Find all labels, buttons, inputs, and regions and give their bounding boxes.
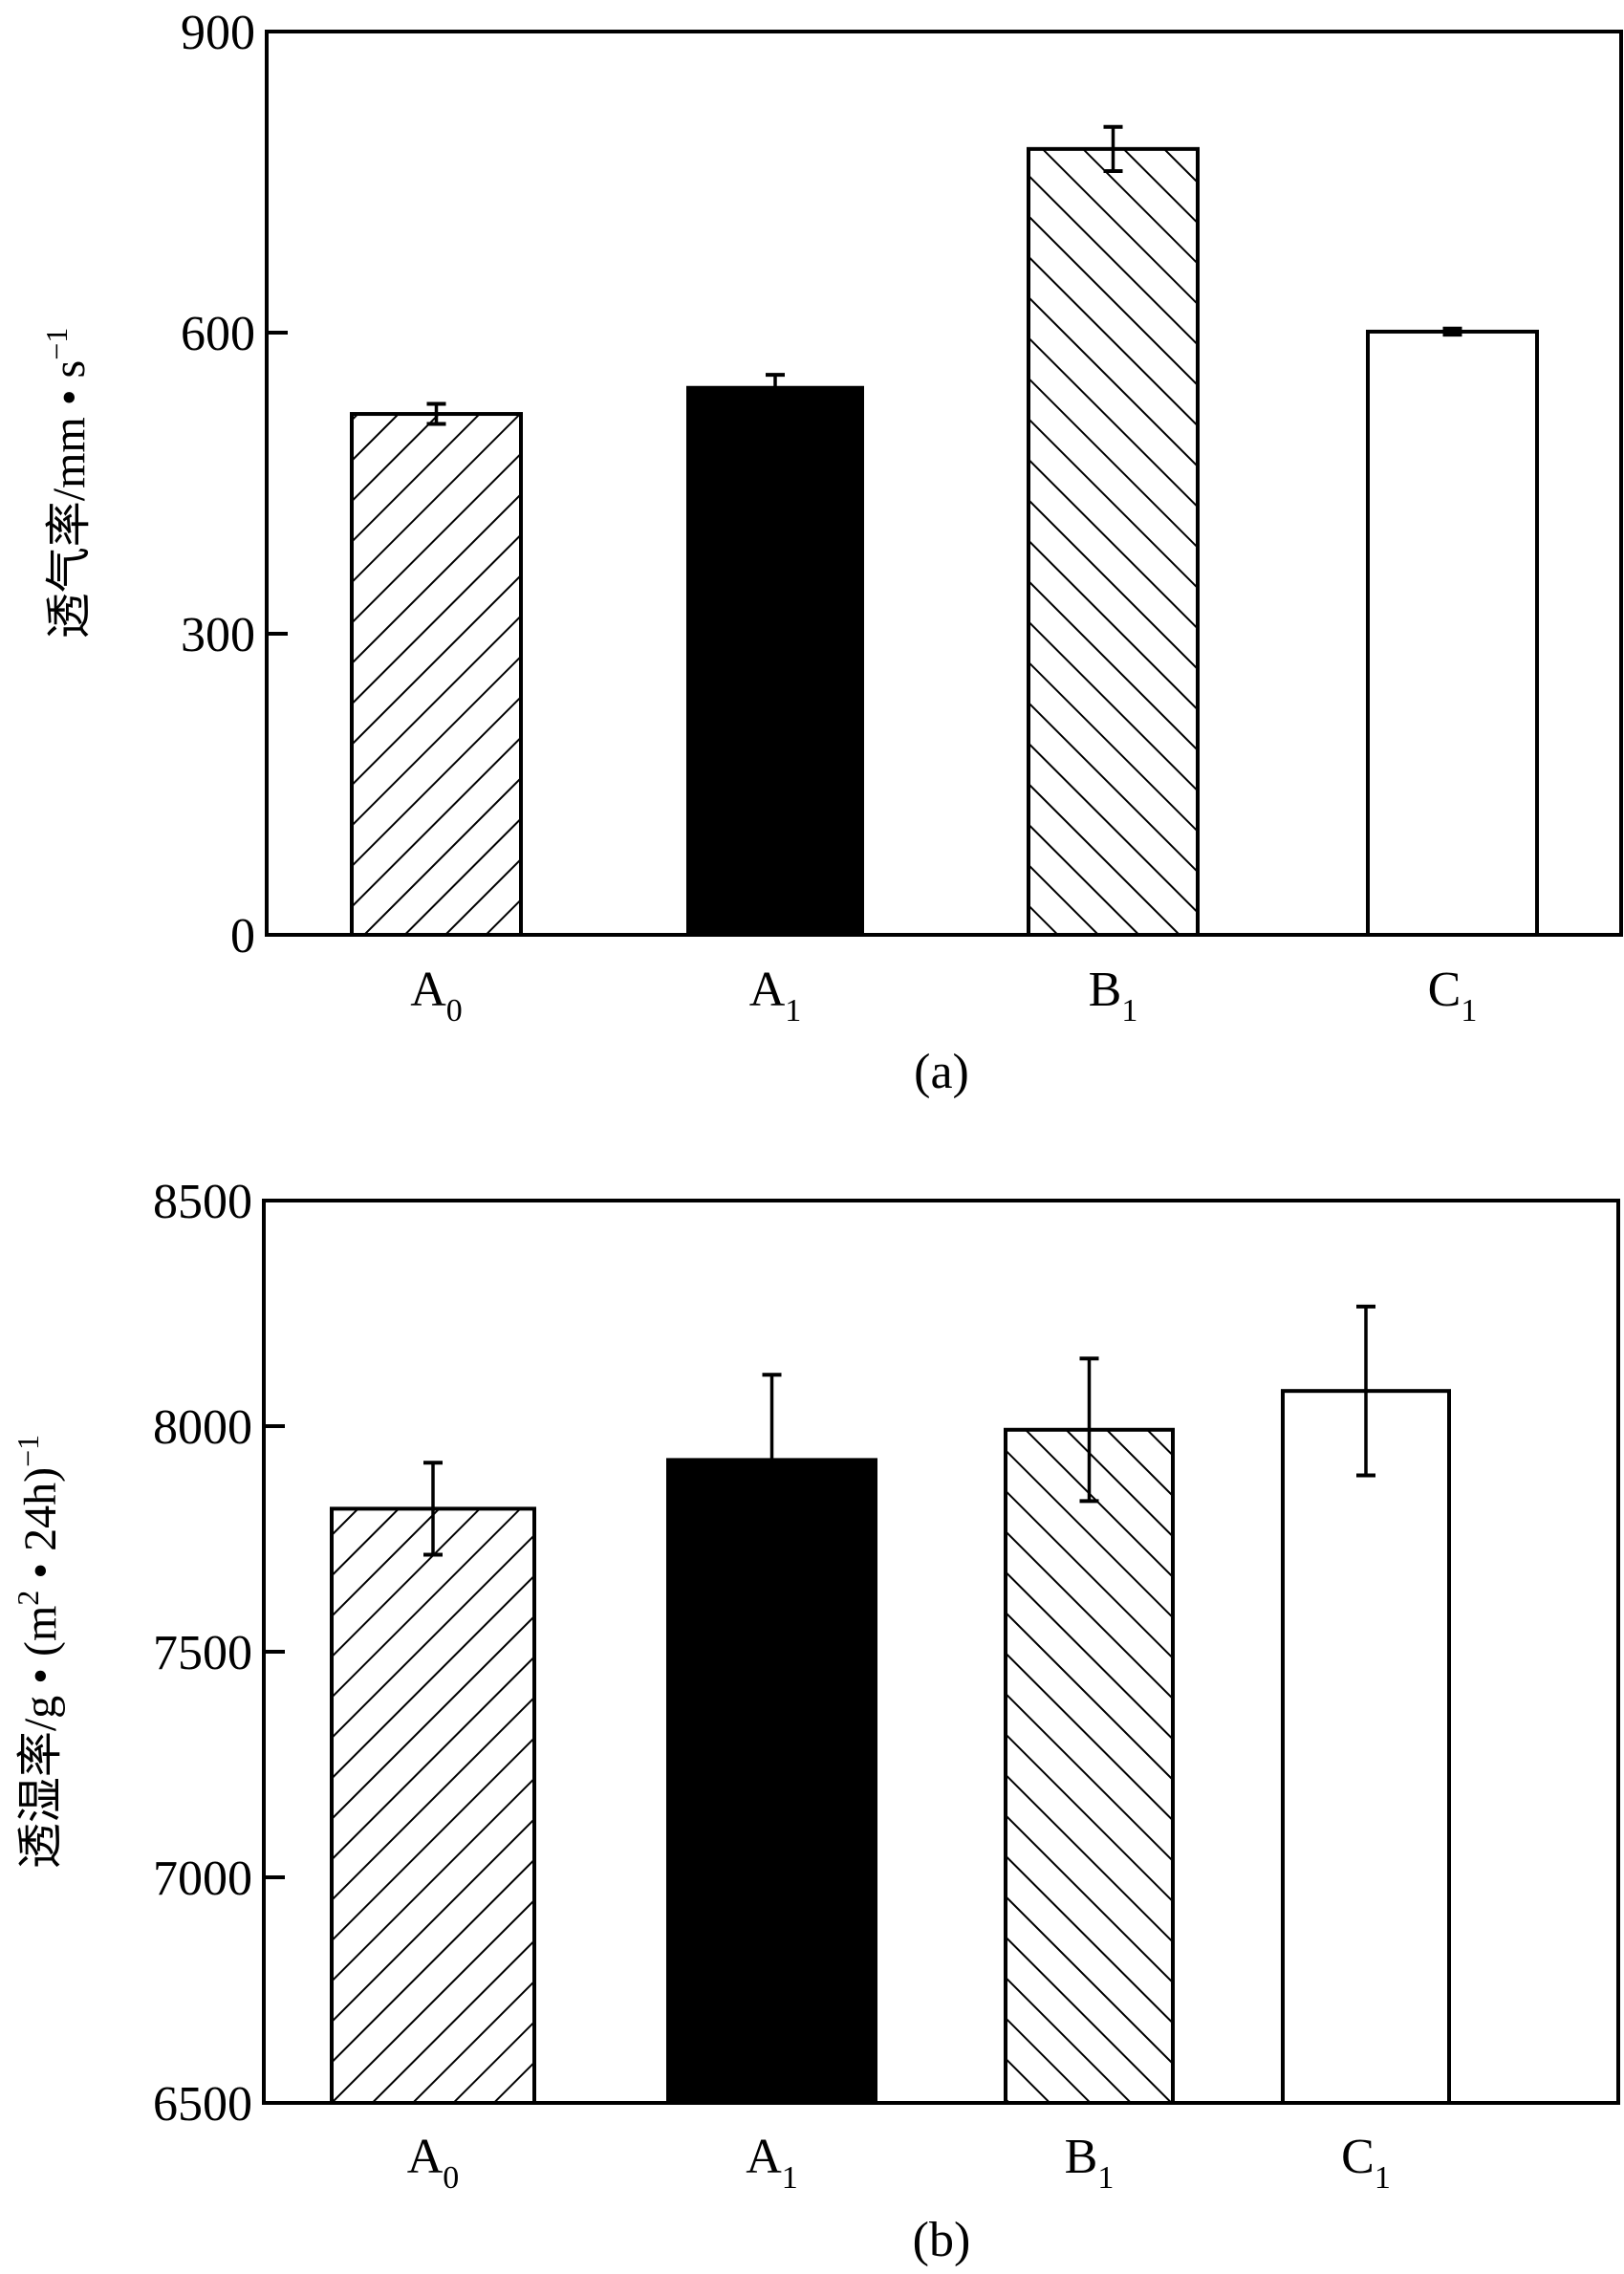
x-tick-label-b1: B1 [1089,963,1138,1029]
x-tick-label-a1: A1 [746,2130,798,2196]
plot-frame-a [265,30,1623,937]
bar-a0 [350,412,523,937]
bar-b1 [1004,1427,1175,2105]
error-bar-b1 [1079,1356,1099,1504]
y-tick-label: 600 [181,307,255,361]
y-axis-title-main: 透气率/mm • s [44,360,95,639]
x-categories-b: A0 A1 B1 C1 [407,2130,1391,2196]
y-tick-label: 6500 [153,2077,252,2132]
x-tick-label-c1: C1 [1428,963,1478,1029]
bar-a1 [686,385,864,937]
bar-a1 [666,1458,877,2105]
error-bars-b [423,1304,1375,1557]
panel-label-b: (b) [913,2213,971,2267]
y-tick-label: 7500 [153,1626,252,1680]
error-bar-a0 [423,1461,443,1557]
y-ticks-a: 0 300 600 900 [181,6,288,964]
bars-b [330,1389,1451,2105]
chart-panel-a: 0 300 600 900 A0 A1 B1 C1 透气率/mm • s−1 (a) [39,6,1623,1099]
error-bar-a1 [762,1373,782,1461]
y-ticks-b: 6500 7000 7500 8000 8500 [153,1175,285,2132]
x-tick-label-a0: A0 [407,2130,460,2196]
bar-c1 [1366,329,1539,937]
y-tick-label: 900 [181,6,255,60]
y-axis-title-mid: • 24h) [15,1467,66,1591]
y-axis-title-b: 透湿率/g • (m2 • 24h)−1 [11,1435,66,1869]
panel-label-a: (a) [914,1045,969,1099]
y-axis-title-sup2: −1 [11,1435,45,1467]
error-bar-c1 [1356,1304,1375,1478]
y-tick-label: 300 [181,608,255,662]
y-tick-label: 8000 [153,1400,252,1455]
error-bar-c1 [1442,326,1462,337]
error-bars-a [426,124,1462,426]
x-tick-label-c1: C1 [1341,2130,1391,2196]
y-axis-title-main: 透湿率/g • (m [15,1606,66,1869]
y-axis-title-sup: −1 [39,328,74,360]
bars-a [350,146,1539,938]
chart-panel-b: 6500 7000 7500 8000 8500 A0 A1 B1 C1 透湿率/g • (m… [11,1175,1620,2267]
x-tick-label-b1: B1 [1065,2130,1115,2196]
x-tick-label-a1: A1 [749,963,802,1029]
y-axis-title-sup1: 2 [11,1591,45,1606]
bar-c1 [1281,1389,1451,2105]
y-tick-label: 0 [230,909,255,964]
x-tick-label-a0: A0 [410,963,463,1029]
y-axis-title-a: 透气率/mm • s−1 [39,328,95,639]
error-bar-a1 [766,373,785,388]
y-tick-label: 8500 [153,1175,252,1229]
bar-b1 [1027,146,1200,938]
bar-a0 [330,1506,536,2105]
error-bar-a0 [426,401,446,426]
y-tick-label: 7000 [153,1852,252,1906]
error-bar-b1 [1103,124,1123,173]
x-categories-a: A0 A1 B1 C1 [410,963,1477,1029]
